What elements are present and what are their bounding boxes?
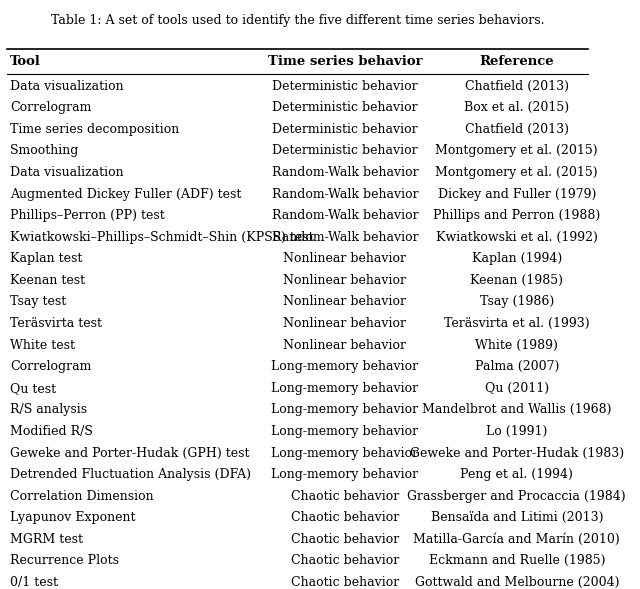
Text: Time series decomposition: Time series decomposition <box>10 123 180 136</box>
Text: Gottwald and Melbourne (2004): Gottwald and Melbourne (2004) <box>415 576 619 589</box>
Text: Detrended Fluctuation Analysis (DFA): Detrended Fluctuation Analysis (DFA) <box>10 468 252 481</box>
Text: Phillips and Perron (1988): Phillips and Perron (1988) <box>433 209 600 222</box>
Text: Dickey and Fuller (1979): Dickey and Fuller (1979) <box>438 188 596 201</box>
Text: Qu test: Qu test <box>10 382 56 395</box>
Text: Augmented Dickey Fuller (ADF) test: Augmented Dickey Fuller (ADF) test <box>10 188 242 201</box>
Text: Grassberger and Procaccia (1984): Grassberger and Procaccia (1984) <box>408 489 626 502</box>
Text: Correlogram: Correlogram <box>10 101 92 114</box>
Text: Bensaïda and Litimi (2013): Bensaïda and Litimi (2013) <box>431 511 603 524</box>
Text: Montgomery et al. (2015): Montgomery et al. (2015) <box>435 166 598 179</box>
Text: Long-memory behavior: Long-memory behavior <box>271 425 419 438</box>
Text: Time series behavior: Time series behavior <box>268 55 422 68</box>
Text: Chatfield (2013): Chatfield (2013) <box>465 123 569 136</box>
Text: Teräsvirta et al. (1993): Teräsvirta et al. (1993) <box>444 317 589 330</box>
Text: Lyapunov Exponent: Lyapunov Exponent <box>10 511 136 524</box>
Text: Phillips–Perron (PP) test: Phillips–Perron (PP) test <box>10 209 165 222</box>
Text: Keenan test: Keenan test <box>10 274 85 287</box>
Text: Long-memory behavior: Long-memory behavior <box>271 446 419 459</box>
Text: Random-Walk behavior: Random-Walk behavior <box>271 231 419 244</box>
Text: Peng et al. (1994): Peng et al. (1994) <box>460 468 573 481</box>
Text: Deterministic behavior: Deterministic behavior <box>272 80 418 92</box>
Text: Smoothing: Smoothing <box>10 144 79 157</box>
Text: Geweke and Porter-Hudak (GPH) test: Geweke and Porter-Hudak (GPH) test <box>10 446 250 459</box>
Text: Data visualization: Data visualization <box>10 166 124 179</box>
Text: White (1989): White (1989) <box>476 339 558 352</box>
Text: Long-memory behavior: Long-memory behavior <box>271 468 419 481</box>
Text: Eckmann and Ruelle (1985): Eckmann and Ruelle (1985) <box>429 554 605 567</box>
Text: Box et al. (2015): Box et al. (2015) <box>464 101 570 114</box>
Text: Chaotic behavior: Chaotic behavior <box>291 489 399 502</box>
Text: Tool: Tool <box>10 55 41 68</box>
Text: Nonlinear behavior: Nonlinear behavior <box>284 317 406 330</box>
Text: Nonlinear behavior: Nonlinear behavior <box>284 296 406 309</box>
Text: Long-memory behavior: Long-memory behavior <box>271 360 419 373</box>
Text: Recurrence Plots: Recurrence Plots <box>10 554 119 567</box>
Text: White test: White test <box>10 339 76 352</box>
Text: Table 1: A set of tools used to identify the five different time series behavior: Table 1: A set of tools used to identify… <box>51 14 545 27</box>
Text: Correlation Dimension: Correlation Dimension <box>10 489 154 502</box>
Text: Kwiatkowski et al. (1992): Kwiatkowski et al. (1992) <box>436 231 598 244</box>
Text: Montgomery et al. (2015): Montgomery et al. (2015) <box>435 144 598 157</box>
Text: MGRM test: MGRM test <box>10 533 83 546</box>
Text: Nonlinear behavior: Nonlinear behavior <box>284 274 406 287</box>
Text: Geweke and Porter-Hudak (1983): Geweke and Porter-Hudak (1983) <box>410 446 624 459</box>
Text: Correlogram: Correlogram <box>10 360 92 373</box>
Text: Nonlinear behavior: Nonlinear behavior <box>284 252 406 266</box>
Text: Keenan (1985): Keenan (1985) <box>470 274 563 287</box>
Text: Kaplan (1994): Kaplan (1994) <box>472 252 562 266</box>
Text: Data visualization: Data visualization <box>10 80 124 92</box>
Text: Nonlinear behavior: Nonlinear behavior <box>284 339 406 352</box>
Text: Tsay test: Tsay test <box>10 296 67 309</box>
Text: Chaotic behavior: Chaotic behavior <box>291 576 399 589</box>
Text: Random-Walk behavior: Random-Walk behavior <box>271 209 419 222</box>
Text: Chaotic behavior: Chaotic behavior <box>291 511 399 524</box>
Text: Kaplan test: Kaplan test <box>10 252 83 266</box>
Text: Long-memory behavior: Long-memory behavior <box>271 382 419 395</box>
Text: 0/1 test: 0/1 test <box>10 576 58 589</box>
Text: Modified R/S: Modified R/S <box>10 425 93 438</box>
Text: Matilla-García and Marín (2010): Matilla-García and Marín (2010) <box>413 533 620 546</box>
Text: Lo (1991): Lo (1991) <box>486 425 547 438</box>
Text: Palma (2007): Palma (2007) <box>475 360 559 373</box>
Text: Chatfield (2013): Chatfield (2013) <box>465 80 569 92</box>
Text: Tsay (1986): Tsay (1986) <box>479 296 554 309</box>
Text: Kwiatkowski–Phillips–Schmidt–Shin (KPSS) test: Kwiatkowski–Phillips–Schmidt–Shin (KPSS)… <box>10 231 314 244</box>
Text: Chaotic behavior: Chaotic behavior <box>291 554 399 567</box>
Text: Deterministic behavior: Deterministic behavior <box>272 123 418 136</box>
Text: Chaotic behavior: Chaotic behavior <box>291 533 399 546</box>
Text: Mandelbrot and Wallis (1968): Mandelbrot and Wallis (1968) <box>422 403 611 416</box>
Text: Deterministic behavior: Deterministic behavior <box>272 144 418 157</box>
Text: R/S analysis: R/S analysis <box>10 403 88 416</box>
Text: Deterministic behavior: Deterministic behavior <box>272 101 418 114</box>
Text: Long-memory behavior: Long-memory behavior <box>271 403 419 416</box>
Text: Qu (2011): Qu (2011) <box>484 382 549 395</box>
Text: Random-Walk behavior: Random-Walk behavior <box>271 188 419 201</box>
Text: Teräsvirta test: Teräsvirta test <box>10 317 102 330</box>
Text: Reference: Reference <box>479 55 554 68</box>
Text: Random-Walk behavior: Random-Walk behavior <box>271 166 419 179</box>
